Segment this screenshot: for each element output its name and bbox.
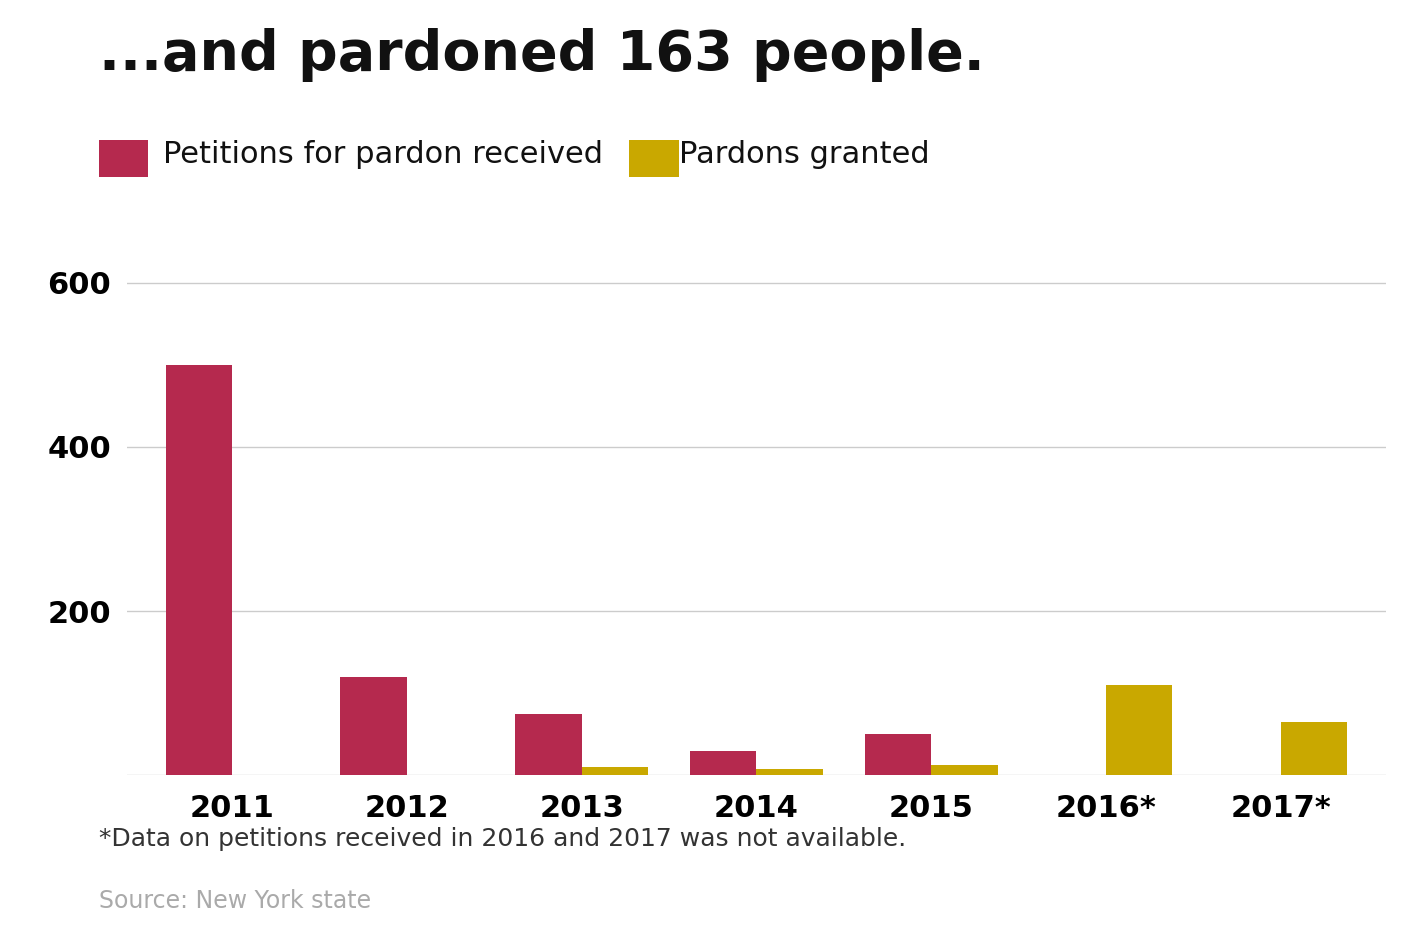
Text: Petitions for pardon received: Petitions for pardon received — [163, 139, 602, 169]
Text: ...and pardoned 163 people.: ...and pardoned 163 people. — [99, 28, 984, 82]
Bar — [341, 677, 407, 775]
Bar — [865, 734, 932, 775]
Text: Pardons granted: Pardons granted — [679, 139, 929, 169]
Text: *Data on petitions received in 2016 and 2017 was not available.: *Data on petitions received in 2016 and … — [99, 827, 906, 851]
Bar — [581, 767, 648, 775]
Bar — [756, 769, 823, 775]
Bar — [932, 765, 998, 775]
Bar — [165, 365, 232, 775]
Bar — [515, 714, 581, 775]
Text: Source: New York state: Source: New York state — [99, 889, 370, 913]
Bar — [1106, 685, 1172, 775]
Bar — [1281, 722, 1348, 775]
Bar — [690, 751, 756, 775]
